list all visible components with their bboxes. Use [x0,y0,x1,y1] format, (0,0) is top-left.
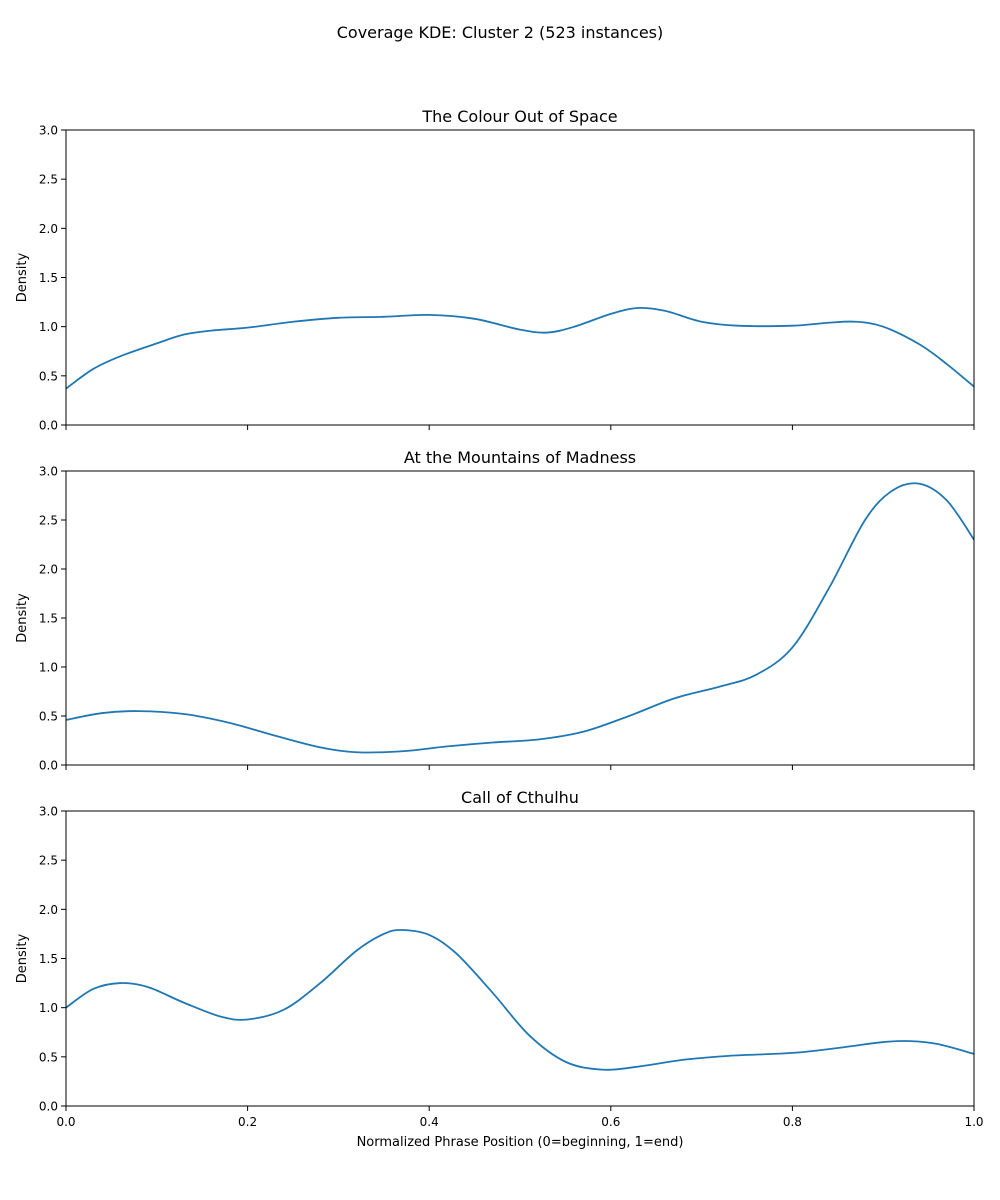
y-tick-label: 2.5 [39,173,58,187]
x-tick-label: 0.8 [783,1115,802,1129]
x-tick-label: 1.0 [964,1115,983,1129]
x-tick-label: 0.0 [56,1115,75,1129]
y-tick-label: 0.0 [39,759,58,773]
axes-frame [65,810,975,1107]
y-tick-label: 0.0 [39,1100,58,1114]
kde-line [66,482,974,754]
x-tick-label: 0.2 [238,1115,257,1129]
y-tick-label: 2.0 [39,563,58,577]
y-tick-label: 0.0 [39,419,58,433]
subplot-1: The Colour Out of Space 0.0 0.5 1.0 1.5 2.0 2.… [15,107,975,433]
subplot-3: Call of Cthulhu 0.0 0.5 1.0 1.5 2.0 2.5 3.0 0.0 0… [15,788,984,1129]
axes-frame [65,470,975,766]
figure-suptitle: Coverage KDE: Cluster 2 (523 instances) [337,23,664,42]
subplot-title: Call of Cthulhu [461,788,579,807]
y-tick-label: 1.0 [39,1001,58,1015]
kde-line [66,306,974,390]
y-tick-label: 3.0 [39,465,58,479]
y-axis-label: Density [15,593,30,643]
x-tick-label: 0.4 [420,1115,439,1129]
y-tick-label: 2.5 [39,514,58,528]
y-tick-label: 1.5 [39,612,58,626]
subplot-title: At the Mountains of Madness [404,448,636,467]
y-tick-label: 1.0 [39,661,58,675]
y-tick-label: 1.0 [39,320,58,334]
y-axis-label: Density [15,252,30,302]
x-axis-label: Normalized Phrase Position (0=beginning,… [357,1135,684,1150]
y-tick-label: 2.0 [39,903,58,917]
x-tick-label: 0.6 [601,1115,620,1129]
subplot-2: At the Mountains of Madness 0.0 0.5 1.0 1.5 2… [15,448,975,773]
y-axis-label: Density [15,933,30,983]
y-tick-label: 2.5 [39,854,58,868]
y-tick-label: 2.0 [39,222,58,236]
y-tick-label: 0.5 [39,1050,58,1064]
y-tick-label: 0.5 [39,369,58,383]
y-tick-label: 1.5 [39,952,58,966]
y-tick-label: 1.5 [39,271,58,285]
kde-line [66,929,974,1071]
y-tick-label: 3.0 [39,124,58,138]
subplot-title: The Colour Out of Space [421,107,617,126]
subplot-panels: The Colour Out of Space 0.0 0.5 1.0 1.5 2.0 2.… [15,107,984,1129]
axes-frame [65,129,975,426]
y-tick-label: 0.5 [39,710,58,724]
y-tick-label: 3.0 [39,805,58,819]
